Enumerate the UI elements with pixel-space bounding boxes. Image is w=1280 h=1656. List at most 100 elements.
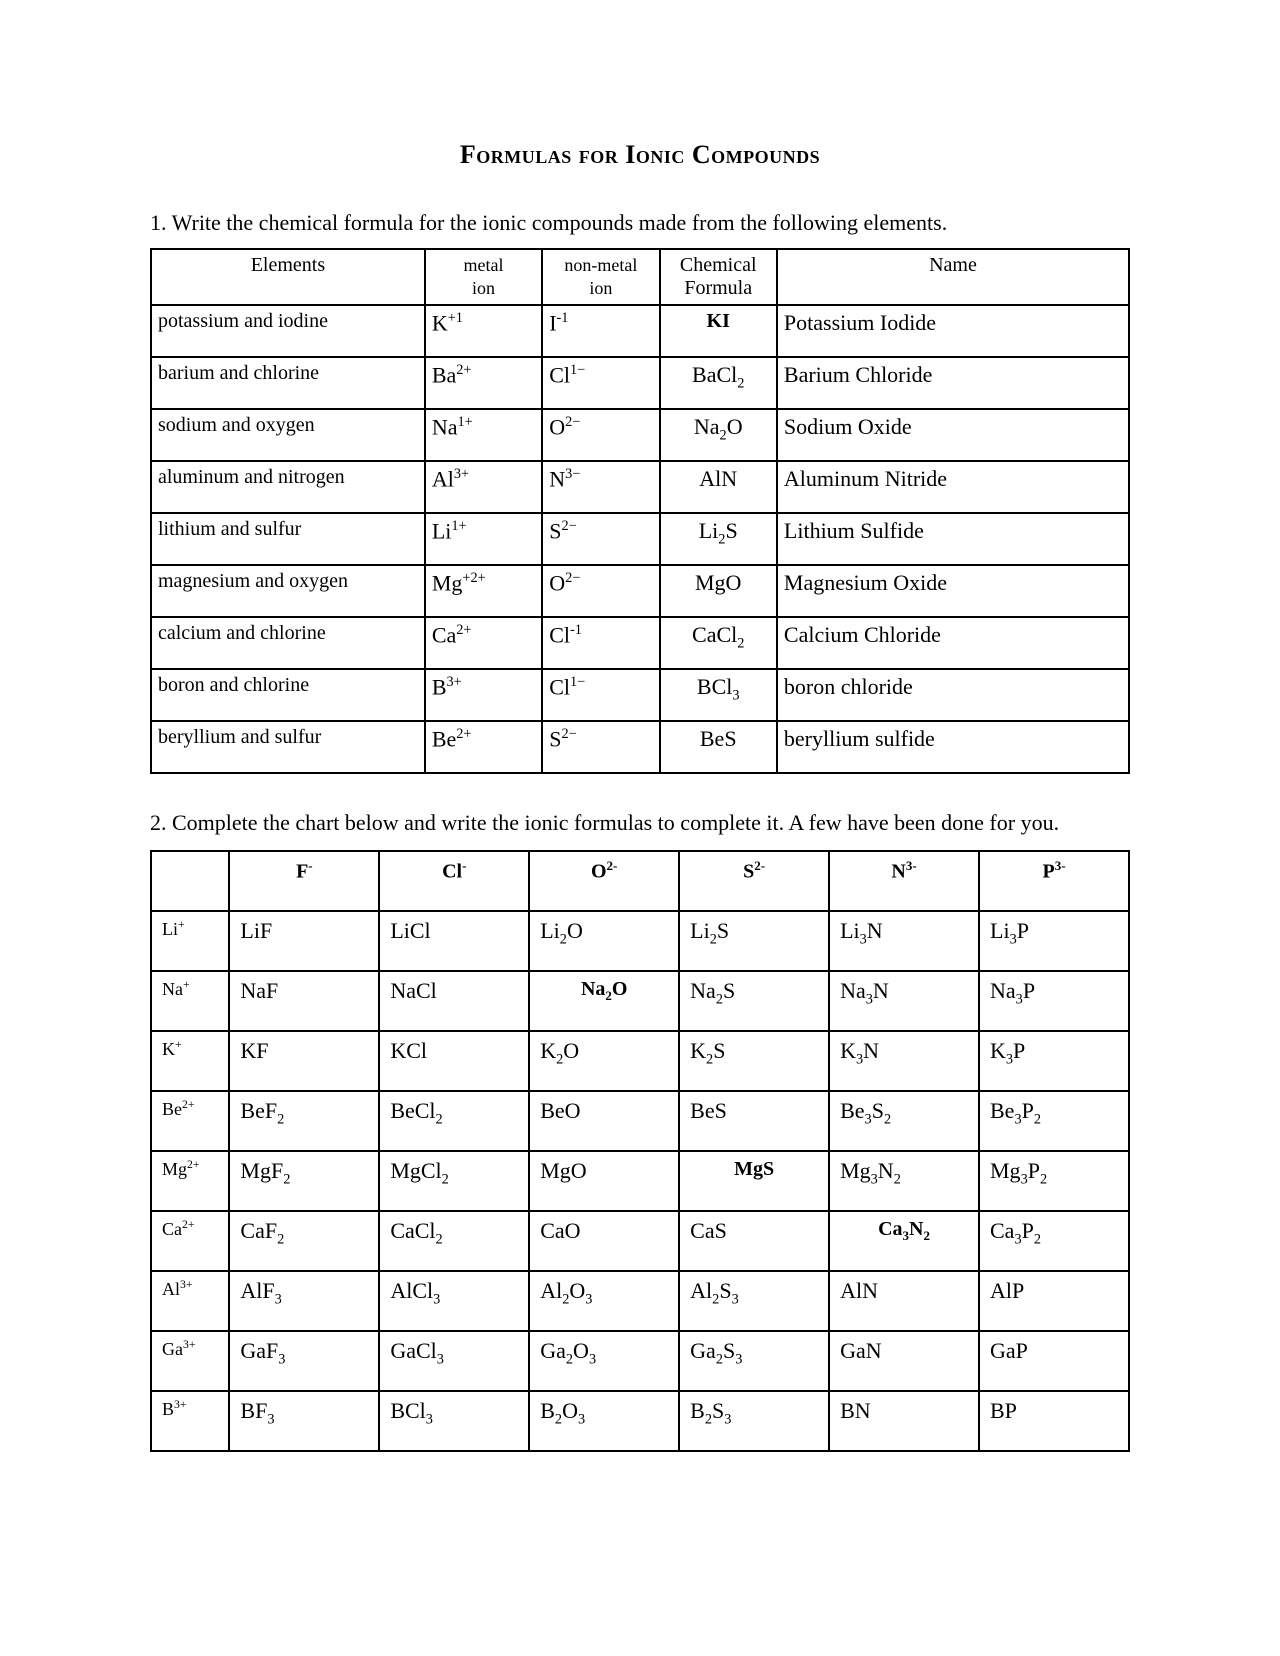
t2-header-row: F- Cl- O2- S2- N3- P3- [151, 851, 1129, 911]
t2-cell: BP [979, 1391, 1129, 1451]
t2-col-f: F- [229, 851, 379, 911]
t1-compound-name: Calcium Chloride [777, 617, 1129, 669]
t2-cell: CaF2 [229, 1211, 379, 1271]
t1-metal-ion: Ca2+ [425, 617, 542, 669]
t1-element-cell: calcium and chlorine [151, 617, 425, 669]
t2-cell: AlF3 [229, 1271, 379, 1331]
t2-cell: MgO [529, 1151, 679, 1211]
t1-element-cell: sodium and oxygen [151, 409, 425, 461]
t1-metal-ion: Ba2+ [425, 357, 542, 409]
t1-metal-ion: B3+ [425, 669, 542, 721]
t1-formula: BCl3 [660, 669, 777, 721]
t2-cell: Na3P [979, 971, 1129, 1031]
t1-metal-ion: K+1 [425, 305, 542, 357]
table-row: magnesium and oxygenMg+2+O2−MgOMagnesium… [151, 565, 1129, 617]
t1-hdr-metal-top: metal [464, 255, 504, 275]
t2-cell: K3N [829, 1031, 979, 1091]
t2-cell: Na3N [829, 971, 979, 1031]
t1-element-cell: potassium and iodine [151, 305, 425, 357]
t1-element-cell: beryllium and sulfur [151, 721, 425, 773]
t1-hdr-nm-bot: ion [589, 278, 612, 298]
t1-compound-name: Sodium Oxide [777, 409, 1129, 461]
t2-cell: MgF2 [229, 1151, 379, 1211]
table-row: lithium and sulfurLi1+S2−Li2SLithium Sul… [151, 513, 1129, 565]
t2-cell: GaP [979, 1331, 1129, 1391]
t1-nonmetal-ion: Cl1− [542, 357, 659, 409]
t1-nonmetal-ion: Cl1− [542, 669, 659, 721]
t2-cell: MgS [679, 1151, 829, 1211]
t1-formula: CaCl2 [660, 617, 777, 669]
t2-cell: AlP [979, 1271, 1129, 1331]
t1-element-cell: boron and chlorine [151, 669, 425, 721]
t2-col-s: S2- [679, 851, 829, 911]
table-row: Na+NaFNaClNa2ONa2SNa3NNa3P [151, 971, 1129, 1031]
t2-cell: Ga2S3 [679, 1331, 829, 1391]
t2-cell: KF [229, 1031, 379, 1091]
t1-formula: AlN [660, 461, 777, 513]
t2-cell: BeCl2 [379, 1091, 529, 1151]
t2-cell: NaCl [379, 971, 529, 1031]
t2-row-header: B3+ [151, 1391, 229, 1451]
t1-formula: Na2O [660, 409, 777, 461]
t2-cell: LiCl [379, 911, 529, 971]
table-row: sodium and oxygenNa1+O2−Na2OSodium Oxide [151, 409, 1129, 461]
t2-row-header: Ca2+ [151, 1211, 229, 1271]
table-row: boron and chlorineB3+Cl1−BCl3boron chlor… [151, 669, 1129, 721]
t1-hdr-name: Name [777, 249, 1129, 305]
t2-row-header: Be2+ [151, 1091, 229, 1151]
t2-cell: CaO [529, 1211, 679, 1271]
t2-row-header: Li+ [151, 911, 229, 971]
table-row: Al3+AlF3AlCl3Al2O3Al2S3AlNAlP [151, 1271, 1129, 1331]
t1-formula: KI [660, 305, 777, 357]
table-row: potassium and iodineK+1I-1KIPotassium Io… [151, 305, 1129, 357]
t2-cell: AlCl3 [379, 1271, 529, 1331]
t2-cell: NaF [229, 971, 379, 1031]
t1-hdr-nonmetal: non-metal ion [542, 249, 659, 305]
t2-col-o: O2- [529, 851, 679, 911]
table-row: calcium and chlorineCa2+Cl-1CaCl2Calcium… [151, 617, 1129, 669]
t1-compound-name: Lithium Sulfide [777, 513, 1129, 565]
instruction-1: 1. Write the chemical formula for the io… [150, 210, 1130, 236]
t2-cell: GaF3 [229, 1331, 379, 1391]
t2-corner [151, 851, 229, 911]
t2-cell: Li3P [979, 911, 1129, 971]
t2-cell: Li3N [829, 911, 979, 971]
table-row: barium and chlorineBa2+Cl1−BaCl2Barium C… [151, 357, 1129, 409]
t1-hdr-metal-bot: ion [472, 278, 495, 298]
t2-row-header: Mg2+ [151, 1151, 229, 1211]
t1-metal-ion: Be2+ [425, 721, 542, 773]
table-row: beryllium and sulfurBe2+S2−BeSberyllium … [151, 721, 1129, 773]
t1-nonmetal-ion: S2− [542, 721, 659, 773]
t2-cell: Na2O [529, 971, 679, 1031]
t2-cell: BCl3 [379, 1391, 529, 1451]
t2-cell: Li2O [529, 911, 679, 971]
t1-element-cell: aluminum and nitrogen [151, 461, 425, 513]
t2-col-p: P3- [979, 851, 1129, 911]
t2-cell: Na2S [679, 971, 829, 1031]
table-row: K+KFKClK2OK2SK3NK3P [151, 1031, 1129, 1091]
t1-formula: Li2S [660, 513, 777, 565]
t2-cell: B2O3 [529, 1391, 679, 1451]
t2-col-cl: Cl- [379, 851, 529, 911]
t1-element-cell: magnesium and oxygen [151, 565, 425, 617]
t2-cell: Mg3P2 [979, 1151, 1129, 1211]
t2-cell: AlN [829, 1271, 979, 1331]
t2-row-header: K+ [151, 1031, 229, 1091]
t2-cell: Al2O3 [529, 1271, 679, 1331]
t1-metal-ion: Li1+ [425, 513, 542, 565]
t2-cell: MgCl2 [379, 1151, 529, 1211]
t1-compound-name: Magnesium Oxide [777, 565, 1129, 617]
t2-cell: Ca3P2 [979, 1211, 1129, 1271]
t2-cell: BeF2 [229, 1091, 379, 1151]
t2-cell: B2S3 [679, 1391, 829, 1451]
t2-cell: CaCl2 [379, 1211, 529, 1271]
table-row: Mg2+MgF2MgCl2MgOMgSMg3N2Mg3P2 [151, 1151, 1129, 1211]
t1-element-cell: lithium and sulfur [151, 513, 425, 565]
t2-cell: Be3P2 [979, 1091, 1129, 1151]
t2-cell: Al2S3 [679, 1271, 829, 1331]
t2-cell: BF3 [229, 1391, 379, 1451]
t1-compound-name: Potassium Iodide [777, 305, 1129, 357]
t1-formula: MgO [660, 565, 777, 617]
t2-cell: Be3S2 [829, 1091, 979, 1151]
t1-nonmetal-ion: Cl-1 [542, 617, 659, 669]
